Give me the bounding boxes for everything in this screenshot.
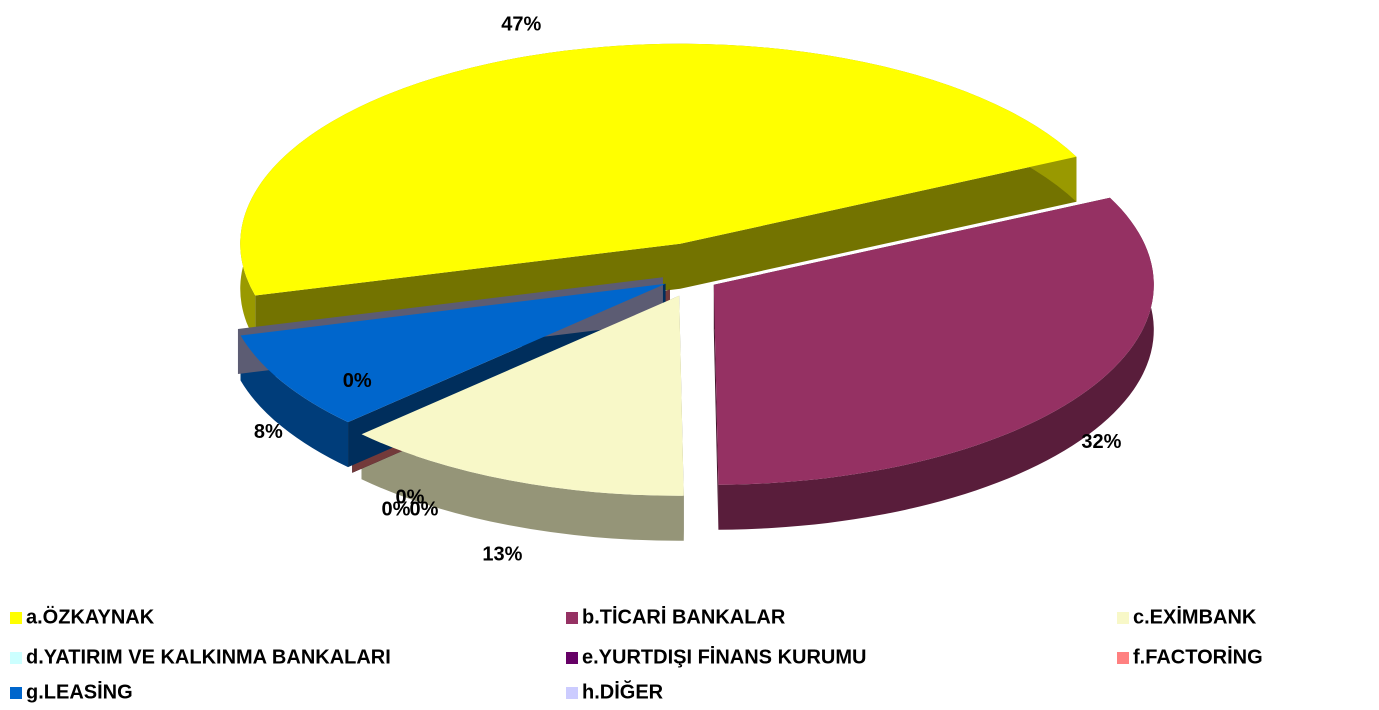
legend-label: b.TİCARİ BANKALAR	[582, 605, 786, 628]
slice	[713, 197, 1154, 485]
slice	[240, 43, 1077, 296]
data-label: 0%	[343, 370, 372, 392]
slice-rim	[240, 335, 349, 468]
data-label: 0%	[396, 487, 425, 509]
slice-rim	[718, 197, 1154, 530]
legend-label: g.LEASİNG	[26, 680, 133, 703]
slice	[240, 283, 666, 423]
slice-tops	[237, 43, 1154, 496]
legend-swatch	[10, 612, 22, 624]
legend-label: e.YURTDIŞI FİNANS KURUMU	[582, 645, 866, 668]
legend-label: c.EXİMBANK	[1133, 605, 1257, 628]
legend-swatch	[1117, 612, 1129, 624]
data-label: 47%	[501, 13, 541, 35]
data-label: 0%	[410, 499, 439, 521]
data-label: 8%	[254, 421, 283, 443]
legend-label: a.ÖZKAYNAK	[26, 605, 155, 628]
slice-side	[255, 156, 1077, 341]
slice	[352, 289, 670, 428]
legend-swatch	[1117, 652, 1129, 664]
legend-swatch	[10, 687, 22, 699]
legend-swatch	[10, 652, 22, 664]
legend-swatch	[566, 687, 578, 699]
legend-label: h.DİĞER	[582, 679, 664, 703]
slice	[361, 295, 684, 496]
legend-label: f.FACTORİNG	[1133, 645, 1263, 668]
legend-swatch	[566, 652, 578, 664]
slice-rim	[361, 434, 684, 541]
legend-swatch	[566, 612, 578, 624]
data-label: 0%	[382, 499, 411, 521]
slice	[237, 277, 663, 330]
data-label: 13%	[482, 544, 522, 566]
data-label: 32%	[1081, 431, 1121, 453]
legend-label: d.YATIRIM VE KALKINMA BANKALARI	[26, 646, 391, 668]
